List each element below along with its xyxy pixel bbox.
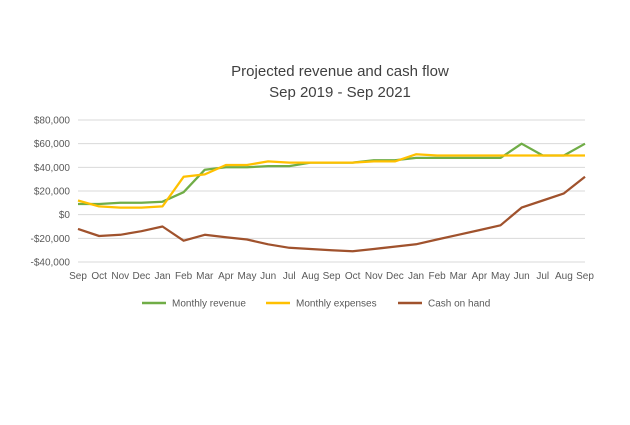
y-tick-label: $0 bbox=[59, 210, 71, 221]
x-tick-label: Oct bbox=[345, 271, 361, 282]
y-tick-label: -$20,000 bbox=[31, 234, 71, 245]
x-tick-label: May bbox=[491, 271, 510, 282]
x-tick-label: Feb bbox=[429, 271, 447, 282]
x-tick-label: Apr bbox=[472, 271, 488, 282]
x-tick-label: Jun bbox=[514, 271, 530, 282]
y-tick-label: -$40,000 bbox=[31, 258, 71, 269]
x-tick-label: Dec bbox=[132, 271, 150, 282]
x-tick-label: Sep bbox=[323, 271, 341, 282]
y-tick-label: $40,000 bbox=[34, 163, 71, 174]
x-tick-label: Mar bbox=[450, 271, 468, 282]
x-tick-label: Nov bbox=[111, 271, 129, 282]
series-line-monthly-expenses bbox=[77, 153, 585, 209]
series-line-cash-on-hand bbox=[77, 175, 586, 253]
y-tick-label: $80,000 bbox=[34, 116, 71, 127]
x-tick-label: Jul bbox=[283, 271, 296, 282]
legend: Monthly revenue Monthly expenses Cash on h… bbox=[142, 299, 490, 310]
series-line-monthly-revenue bbox=[78, 142, 586, 206]
chart-title: Projected revenue and cash flow bbox=[231, 63, 449, 80]
gridlines bbox=[78, 119, 585, 263]
x-axis-ticks: Sep Oct Nov Dec Jan Feb Mar Apr May Jun Jul Aug Sep O… bbox=[69, 271, 594, 282]
x-tick-label: Aug bbox=[555, 271, 573, 282]
x-tick-label: Sep bbox=[69, 271, 87, 282]
y-axis-ticks: -$40,000 -$20,000 $0 $20,000 $40,000 $60,000 $… bbox=[31, 116, 71, 269]
x-tick-label: Apr bbox=[218, 271, 234, 282]
legend-label-cash-on-hand: Cash on hand bbox=[428, 299, 490, 310]
x-tick-label: Mar bbox=[196, 271, 214, 282]
x-tick-label: Jun bbox=[260, 271, 276, 282]
legend-label-monthly-revenue: Monthly revenue bbox=[172, 299, 246, 310]
x-tick-label: Aug bbox=[301, 271, 319, 282]
x-tick-label: Jul bbox=[536, 271, 549, 282]
x-tick-label: Oct bbox=[91, 271, 107, 282]
legend-label-monthly-expenses: Monthly expenses bbox=[296, 299, 377, 310]
x-tick-label: May bbox=[238, 271, 257, 282]
x-tick-label: Dec bbox=[386, 271, 404, 282]
x-tick-label: Feb bbox=[175, 271, 193, 282]
series-lines bbox=[77, 142, 586, 253]
x-tick-label: Jan bbox=[408, 271, 424, 282]
x-tick-label: Nov bbox=[365, 271, 383, 282]
y-tick-label: $60,000 bbox=[34, 139, 71, 150]
x-tick-label: Jan bbox=[154, 271, 170, 282]
chart-subtitle: Sep 2019 - Sep 2021 bbox=[269, 84, 411, 101]
y-tick-label: $20,000 bbox=[34, 187, 71, 198]
x-tick-label: Sep bbox=[576, 271, 594, 282]
